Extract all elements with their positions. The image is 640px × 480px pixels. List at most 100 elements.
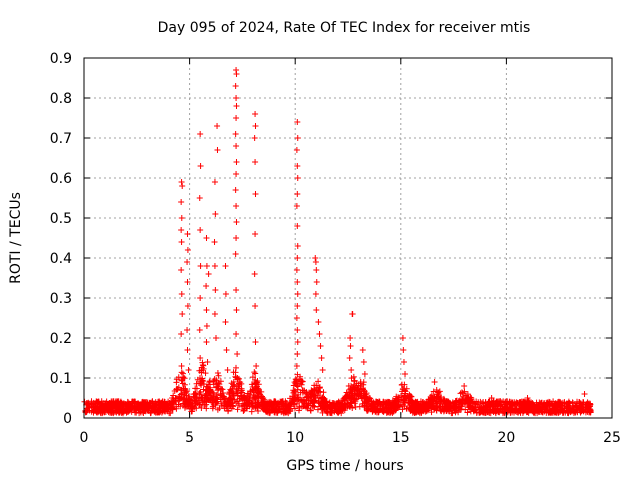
data-point (207, 396, 214, 403)
data-point (275, 407, 282, 414)
data-point (292, 380, 299, 387)
data-point (268, 400, 275, 407)
data-point (399, 406, 406, 413)
data-point (314, 406, 321, 413)
data-point (360, 386, 367, 393)
data-point (249, 374, 256, 381)
data-point (131, 398, 138, 405)
data-point (232, 83, 239, 89)
data-point (361, 404, 368, 411)
data-point (452, 405, 459, 412)
data-point (197, 355, 204, 361)
data-point (230, 378, 237, 385)
data-point (215, 385, 222, 392)
data-point (206, 379, 213, 386)
data-point (332, 406, 339, 413)
data-point (239, 389, 246, 396)
data-point (583, 400, 590, 407)
data-point (296, 376, 303, 383)
data-point (232, 187, 239, 193)
data-point (197, 227, 204, 233)
data-point (320, 389, 327, 396)
data-point (575, 405, 582, 412)
data-point (338, 410, 345, 417)
data-point (329, 400, 336, 407)
data-point (291, 388, 298, 395)
data-point (171, 388, 178, 395)
data-point (190, 393, 197, 400)
data-point (218, 403, 225, 410)
data-point (553, 402, 560, 409)
data-point (233, 390, 240, 397)
data-point (490, 409, 497, 416)
data-point (428, 392, 435, 399)
data-point (311, 386, 318, 393)
data-point (230, 369, 237, 376)
data-point (439, 406, 446, 413)
data-point (272, 399, 279, 406)
data-point (183, 401, 190, 408)
data-point (316, 331, 323, 337)
data-point (111, 409, 118, 416)
data-point (232, 251, 239, 257)
data-point (187, 403, 194, 410)
data-point (319, 367, 326, 373)
data-point (231, 396, 238, 403)
data-point (172, 397, 179, 404)
data-point (198, 405, 205, 411)
data-point (450, 400, 457, 407)
data-point (252, 159, 259, 165)
data-point (211, 311, 218, 317)
data-point (529, 400, 536, 407)
data-point (212, 287, 219, 293)
data-point (192, 398, 199, 405)
data-point (234, 351, 241, 357)
data-point (251, 135, 258, 141)
y-tick-label: 0.4 (50, 251, 72, 267)
data-point (358, 383, 365, 390)
data-point (241, 397, 248, 404)
data-point (316, 385, 323, 392)
data-point (234, 406, 241, 413)
data-point (184, 259, 191, 265)
data-point (526, 407, 533, 414)
data-point (312, 291, 319, 297)
data-point (286, 408, 293, 415)
data-point (178, 369, 185, 376)
data-point (465, 394, 472, 401)
data-point (408, 397, 415, 404)
y-axis-label: ROTI / TECUs (8, 192, 24, 284)
data-point (203, 307, 210, 313)
y-tick-label: 0.1 (50, 371, 72, 387)
data-point (252, 111, 259, 117)
data-point (458, 389, 465, 396)
data-point (178, 227, 185, 233)
data-point (560, 409, 567, 416)
x-axis-label: GPS time / hours (286, 458, 403, 474)
data-point (537, 400, 544, 407)
x-tick-label: 10 (286, 430, 304, 446)
data-point (315, 378, 322, 385)
data-point (461, 388, 468, 395)
data-point (291, 405, 298, 412)
data-point (222, 263, 229, 269)
data-point (436, 403, 443, 410)
data-point (184, 231, 191, 237)
data-point (529, 406, 536, 413)
data-point (213, 335, 219, 341)
data-point (364, 398, 371, 405)
data-point (484, 408, 491, 415)
data-point (294, 255, 301, 261)
data-point (518, 403, 525, 410)
data-point (157, 408, 164, 415)
data-point (252, 370, 259, 377)
data-point (313, 267, 320, 273)
data-point (511, 407, 518, 414)
data-point (298, 397, 305, 404)
data-point (323, 408, 330, 415)
data-point (241, 407, 248, 414)
data-point (202, 392, 209, 399)
data-point (294, 339, 301, 345)
data-point (467, 398, 474, 405)
data-point (179, 380, 186, 387)
